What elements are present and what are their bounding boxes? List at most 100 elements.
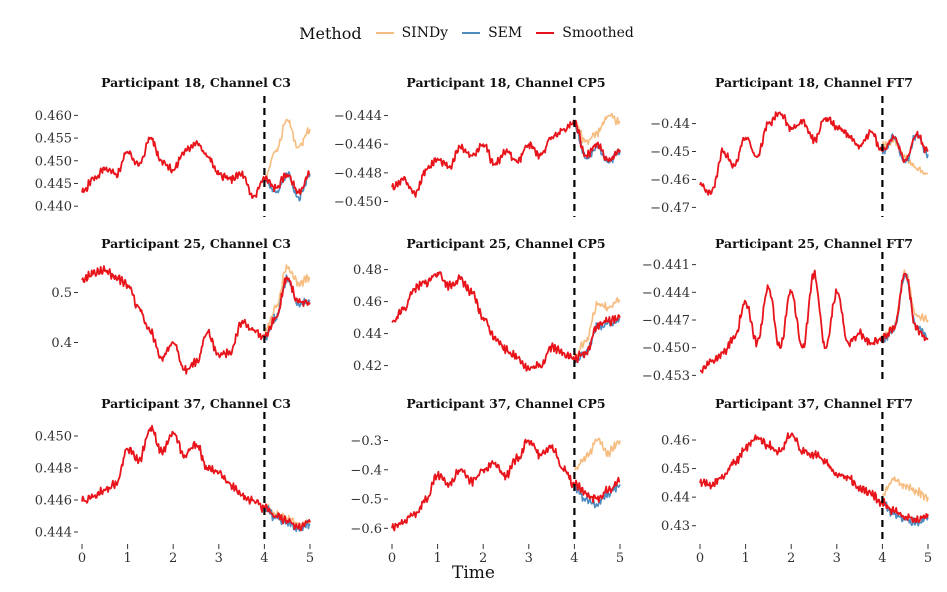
series-sem — [881, 497, 929, 527]
panel-9: Participant 37, Channel FT7 0.43 0.44 0.45 0… — [661, 396, 932, 566]
x-tick-label: 2 — [787, 551, 795, 566]
y-tick-label: −0.446 — [334, 138, 382, 153]
panel-title: Participant 25, Channel C3 — [101, 236, 291, 251]
legend-label-sindy: SINDy — [401, 25, 449, 41]
panel-7: Participant 37, Channel C3 0.444 0.446 0.44… — [35, 396, 314, 566]
legend-item-sem: SEM — [462, 25, 522, 41]
y-tick-label: −0.450 — [642, 341, 690, 356]
y-tick-label: 0.44 — [661, 491, 690, 506]
legend-swatch-sindy — [375, 32, 394, 34]
y-tick-label: 0.446 — [35, 494, 72, 509]
y-tick-label: −0.447 — [642, 314, 690, 329]
y-tick-label: −0.444 — [334, 109, 382, 124]
x-tick-label: 4 — [260, 551, 268, 566]
legend-item-smoothed: Smoothed — [536, 25, 634, 41]
y-tick-label: 0.5 — [51, 286, 72, 301]
x-tick-label: 5 — [616, 551, 624, 566]
legend-label-smoothed: Smoothed — [562, 25, 634, 41]
series-sindy — [263, 118, 311, 180]
x-tick-label: 3 — [833, 551, 841, 566]
y-tick-label: 0.48 — [353, 263, 382, 278]
y-tick-label: −0.44 — [650, 117, 690, 132]
y-tick-label: 0.42 — [353, 359, 382, 374]
y-tick-label: 0.45 — [661, 462, 690, 477]
series-smoothed — [391, 271, 621, 372]
panel-title: Participant 37, Channel FT7 — [715, 396, 913, 411]
x-tick-label: 3 — [525, 551, 533, 566]
series-smoothed — [81, 265, 311, 375]
y-tick-label: 0.44 — [353, 327, 382, 342]
panel-5: Participant 25, Channel CP5 0.42 0.44 0.46 0… — [353, 236, 621, 384]
y-tick-label: 0.4 — [51, 336, 72, 351]
y-tick-label: −0.441 — [642, 258, 690, 273]
x-axis-label: Time — [452, 563, 495, 583]
series-smoothed — [699, 269, 929, 374]
legend-swatch-sem — [462, 32, 481, 34]
legend-item-sindy: SINDy — [375, 25, 449, 41]
y-tick-label: 0.440 — [35, 200, 72, 215]
panel-8: Participant 37, Channel CP5 −0.6 −0.5 −0.4 −… — [350, 396, 624, 566]
series-smoothed — [699, 111, 929, 196]
panel-title: Participant 18, Channel FT7 — [715, 75, 913, 90]
y-tick-label: −0.4 — [350, 463, 382, 478]
y-tick-label: −0.5 — [350, 493, 382, 508]
x-tick-label: 4 — [570, 551, 578, 566]
y-tick-label: 0.444 — [35, 526, 72, 541]
y-tick-label: 0.43 — [661, 519, 690, 534]
panel-title: Participant 18, Channel C3 — [101, 75, 291, 90]
panel-title: Participant 37, Channel C3 — [101, 396, 291, 411]
panel-title: Participant 25, Channel FT7 — [715, 236, 913, 251]
series-sindy — [881, 476, 929, 503]
x-tick-label: 1 — [123, 551, 131, 566]
series-sindy — [881, 269, 929, 337]
panel-title: Participant 18, Channel CP5 — [406, 75, 605, 90]
y-tick-label: −0.6 — [350, 522, 382, 537]
legend-swatch-smoothed — [536, 32, 555, 34]
panel-3: Participant 18, Channel FT7 −0.47 −0.46 −0.… — [650, 75, 929, 217]
y-tick-label: 0.450 — [35, 430, 72, 445]
y-tick-label: −0.47 — [650, 201, 690, 216]
series-smoothed — [81, 136, 311, 199]
x-tick-label: 0 — [696, 551, 704, 566]
x-tick-label: 2 — [479, 551, 487, 566]
y-tick-label: −0.450 — [334, 195, 382, 210]
y-tick-label: 0.445 — [35, 177, 72, 192]
series-sindy — [263, 264, 311, 333]
y-tick-label: −0.46 — [650, 173, 690, 188]
series-smoothed — [81, 424, 311, 532]
x-tick-label: 5 — [306, 551, 314, 566]
y-tick-label: −0.453 — [642, 369, 690, 384]
y-tick-label: 0.46 — [353, 295, 382, 310]
x-tick-label: 0 — [78, 551, 86, 566]
y-tick-label: −0.448 — [334, 166, 382, 181]
x-tick-label: 1 — [741, 551, 749, 566]
y-tick-label: 0.460 — [35, 109, 72, 124]
x-tick-label: 3 — [215, 551, 223, 566]
series-smoothed — [699, 432, 929, 524]
y-tick-label: −0.3 — [350, 434, 382, 449]
panel-2: Participant 18, Channel CP5 −0.450 −0.448 −… — [334, 75, 621, 217]
y-tick-label: 0.450 — [35, 154, 72, 169]
x-tick-label: 5 — [924, 551, 932, 566]
series-smoothed — [391, 119, 621, 198]
panel-1: Participant 18, Channel C3 0.440 0.445 0.45… — [35, 75, 311, 217]
y-tick-label: −0.444 — [642, 286, 690, 301]
panel-title: Participant 37, Channel CP5 — [406, 396, 605, 411]
legend-title: Method — [299, 23, 362, 43]
y-tick-label: 0.46 — [661, 434, 690, 449]
panel-6: Participant 25, Channel FT7 −0.453 −0.450 −… — [642, 236, 929, 384]
series-sindy — [573, 112, 621, 145]
panel-title: Participant 25, Channel CP5 — [406, 236, 605, 251]
legend-label-sem: SEM — [488, 25, 523, 41]
y-tick-label: 0.455 — [35, 132, 72, 147]
x-tick-label: 1 — [433, 551, 441, 566]
series-sem — [573, 119, 621, 164]
x-tick-label: 0 — [388, 551, 396, 566]
series-sindy — [574, 437, 621, 471]
series-smoothed — [391, 438, 621, 532]
x-tick-label: 2 — [169, 551, 177, 566]
y-tick-label: 0.448 — [35, 462, 72, 477]
y-tick-label: −0.45 — [650, 145, 690, 160]
series-sindy — [573, 297, 621, 359]
